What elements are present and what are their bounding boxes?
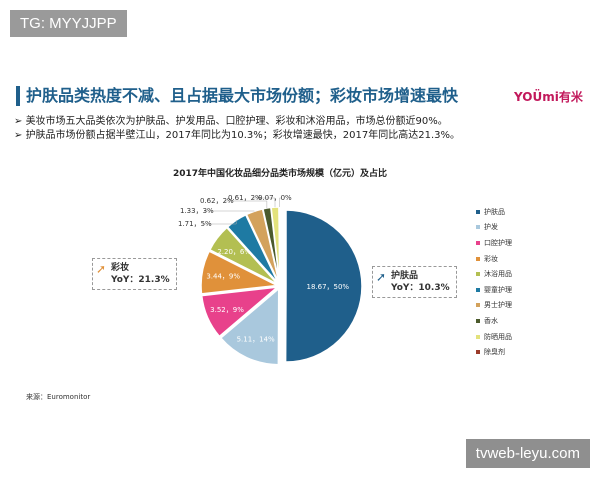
callout-name: 彩妆 (111, 263, 130, 273)
legend-swatch (476, 303, 480, 308)
legend-label: 护肤品 (484, 207, 505, 216)
legend-label: 男士护理 (484, 301, 512, 310)
slice-label: 3.52，9% (210, 306, 244, 314)
legend-swatch (476, 240, 480, 245)
pie-slice (278, 206, 281, 284)
pie-slice (219, 287, 280, 366)
slice-label: 3.44，9% (206, 273, 240, 281)
slice-label: 0.07，0% (258, 194, 292, 202)
arrow-icon: ➚ (376, 270, 387, 284)
slice-label: 1.33，3% (180, 207, 214, 215)
legend-item: 香水 (476, 313, 512, 329)
slice-label: 18.67，50% (306, 283, 349, 291)
chart-title: 2017年中国化妆品细分品类市场规模（亿元）及占比 (172, 169, 388, 179)
legend-item: 口腔护理 (476, 235, 512, 251)
legend-item: 沐浴用品 (476, 266, 512, 282)
legend-swatch (476, 318, 480, 323)
slice-label: 2.20，6% (217, 248, 251, 256)
legend-item: 防晒用品 (476, 329, 512, 345)
pie-slice (284, 209, 363, 363)
source-note: 来源：Euromonitor (26, 393, 91, 401)
legend-item: 护肤品 (476, 204, 512, 220)
legend: 护肤品护发口腔护理彩妆沐浴用品婴童护理男士护理香水防晒用品除臭剂 (476, 204, 512, 360)
pie-slice (200, 250, 280, 295)
legend-swatch (476, 334, 480, 339)
legend-swatch (476, 225, 480, 230)
bullet-2: ➢ 护肤品市场份额占据半壁江山，2017年同比为10.3%；彩妆增速最快，201… (14, 130, 460, 141)
callout-name: 护肤品 (391, 271, 419, 281)
leader-line (279, 197, 282, 208)
bullet-text: 护肤品市场份额占据半壁江山，2017年同比为10.3%；彩妆增速最快，2017年… (25, 130, 460, 141)
makeup-callout: ➚ 彩妆 YoY：21.3% (92, 258, 177, 290)
legend-label: 防晒用品 (484, 332, 512, 341)
slice-label: 0.61，2% (228, 194, 262, 202)
legend-label: 护发 (484, 223, 498, 232)
legend-label: 婴童护理 (484, 285, 512, 294)
legend-item: 除臭剂 (476, 344, 512, 360)
watermark-bottom: tvweb-leyu.com (465, 439, 590, 468)
logo: YOÜmi有米 (514, 90, 583, 104)
legend-item: 护发 (476, 220, 512, 236)
legend-item: 彩妆 (476, 251, 512, 267)
legend-swatch (476, 209, 480, 214)
bullet-text: 美妆市场五大品类依次为护肤品、护发用品、口腔护理、彩妆和沐浴用品，市场总份额近9… (25, 116, 448, 127)
skincare-callout: ➚ 护肤品 YoY：10.3% (372, 266, 457, 298)
slide-title: 护肤品类热度不减、且占据最大市场份额；彩妆市场增速最快 (16, 86, 458, 106)
legend-swatch (476, 287, 480, 292)
legend-item: 男士护理 (476, 298, 512, 314)
legend-label: 口腔护理 (484, 238, 512, 247)
leader-line (224, 200, 268, 209)
legend-item: 婴童护理 (476, 282, 512, 298)
slice-label: 0.62，2% (200, 197, 234, 205)
legend-label: 彩妆 (484, 254, 498, 263)
legend-label: 沐浴用品 (484, 270, 512, 279)
leader-line (202, 220, 237, 225)
slice-label: 5.11，14% (237, 335, 275, 343)
slice-label: 1.71，5% (178, 220, 212, 228)
watermark-top: TG: MYYJJPP (10, 10, 127, 37)
legend-swatch (476, 272, 480, 277)
pie-slice (200, 286, 280, 338)
callout-yoy: YoY：21.3% (111, 275, 170, 285)
callout-yoy: YoY：10.3% (391, 283, 450, 293)
arrow-icon: ➚ (96, 262, 107, 276)
legend-label: 除臭剂 (484, 348, 505, 357)
leader-line (252, 197, 276, 208)
legend-swatch (476, 256, 480, 261)
legend-label: 香水 (484, 316, 498, 325)
legend-swatch (476, 350, 480, 355)
pie-slice (208, 226, 279, 285)
bullet-1: ➢ 美妆市场五大品类依次为护肤品、护发用品、口腔护理、彩妆和沐浴用品，市场总份额… (14, 116, 448, 127)
